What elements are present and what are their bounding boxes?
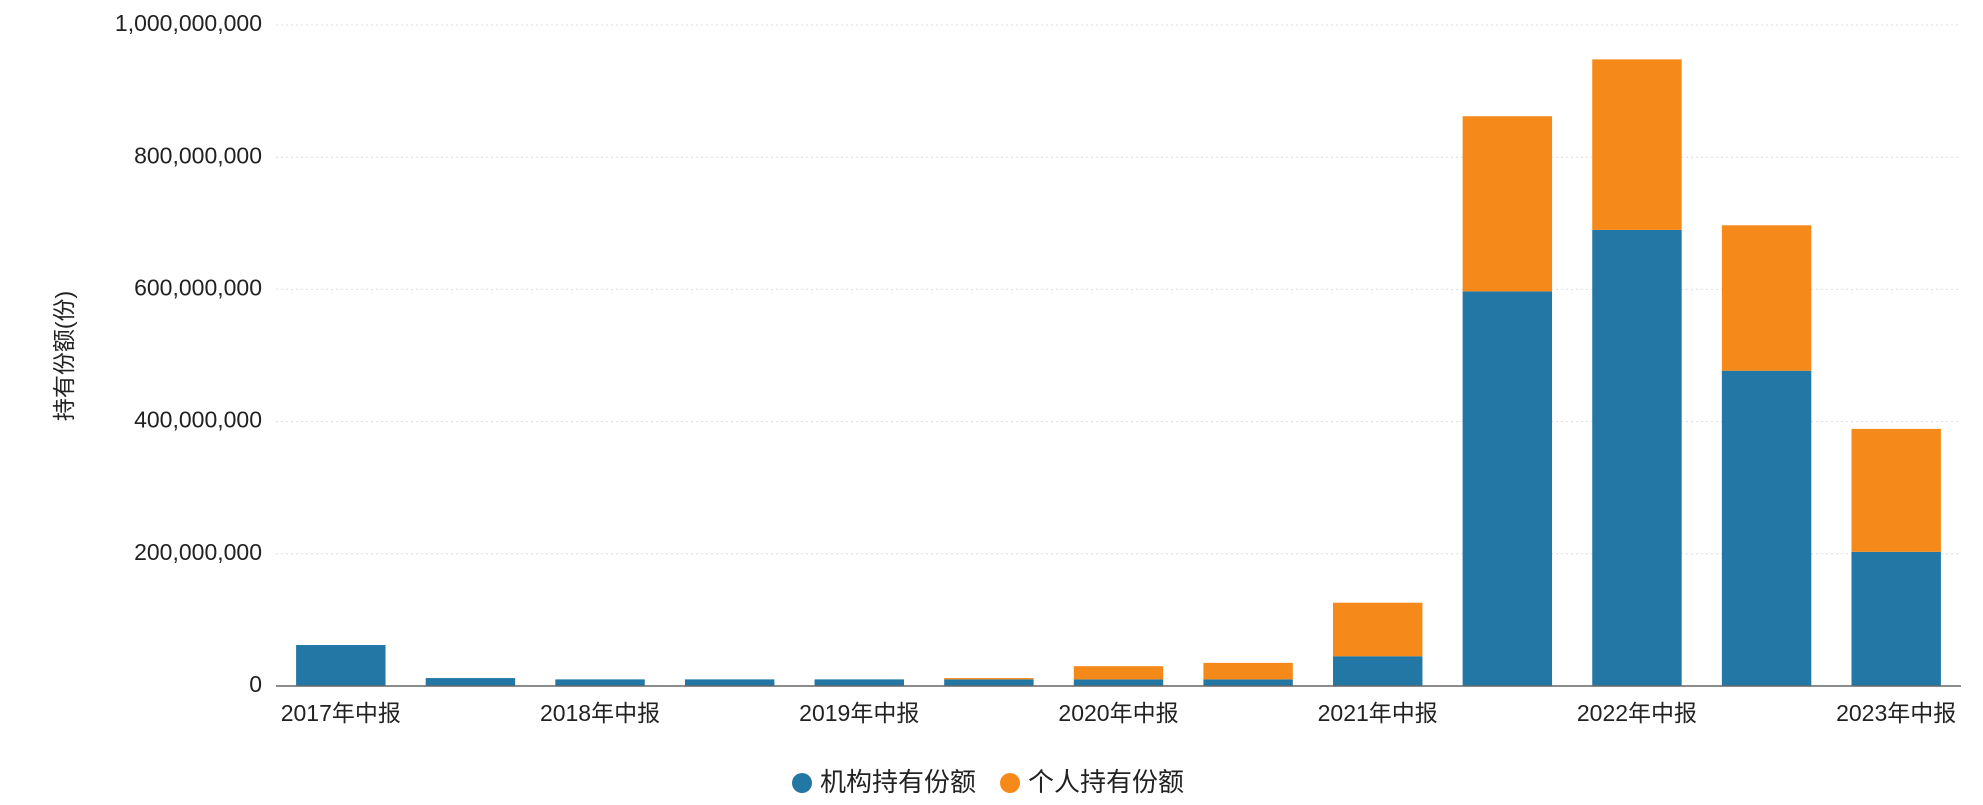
bar-segment: [1073, 679, 1164, 686]
legend-marker: [1000, 773, 1021, 793]
y-tick-label: 800,000,000: [134, 142, 262, 168]
bar-segment: [684, 679, 775, 686]
bar-segment: [1851, 428, 1941, 552]
x-tick-label: 2020年中报: [1058, 700, 1178, 726]
bar-segment: [1333, 602, 1423, 657]
x-tick-label: 2023年中报: [1836, 700, 1956, 726]
bar-segment: [944, 678, 1034, 680]
bar-segment: [1462, 291, 1553, 686]
y-tick-label: 200,000,000: [134, 539, 262, 565]
bar-segment: [1721, 225, 1812, 371]
bar-segment: [1851, 551, 1941, 686]
legend-marker: [792, 773, 812, 793]
legend-label: 个人持有份额: [1028, 767, 1184, 797]
bar-segment: [944, 679, 1034, 686]
bar-segment: [1203, 662, 1293, 680]
bar-segment: [1721, 370, 1812, 686]
legend-label: 机构持有份额: [820, 767, 976, 797]
bar-segment: [1073, 666, 1164, 680]
y-axis-title: 持有份额(份): [51, 291, 77, 421]
x-tick-label: 2022年中报: [1577, 700, 1697, 726]
bar-segment: [1333, 656, 1423, 686]
bar-segment: [1462, 116, 1553, 292]
y-tick-label: 0: [249, 671, 262, 697]
x-tick-label: 2019年中报: [799, 700, 919, 726]
bar-segment: [1592, 229, 1682, 686]
y-tick-label: 400,000,000: [134, 407, 262, 433]
bar-segment: [296, 645, 386, 686]
bar-segment: [1203, 679, 1293, 686]
bar-segment: [555, 679, 645, 686]
bar-segment: [1592, 59, 1682, 230]
x-tick-label: 2018年中报: [540, 700, 660, 726]
y-tick-label: 1,000,000,000: [115, 10, 262, 36]
bar-segment: [425, 678, 516, 686]
y-tick-label: 600,000,000: [134, 274, 262, 300]
x-tick-label: 2017年中报: [281, 700, 401, 726]
x-tick-label: 2021年中报: [1318, 700, 1438, 726]
bar-segment: [814, 679, 904, 686]
